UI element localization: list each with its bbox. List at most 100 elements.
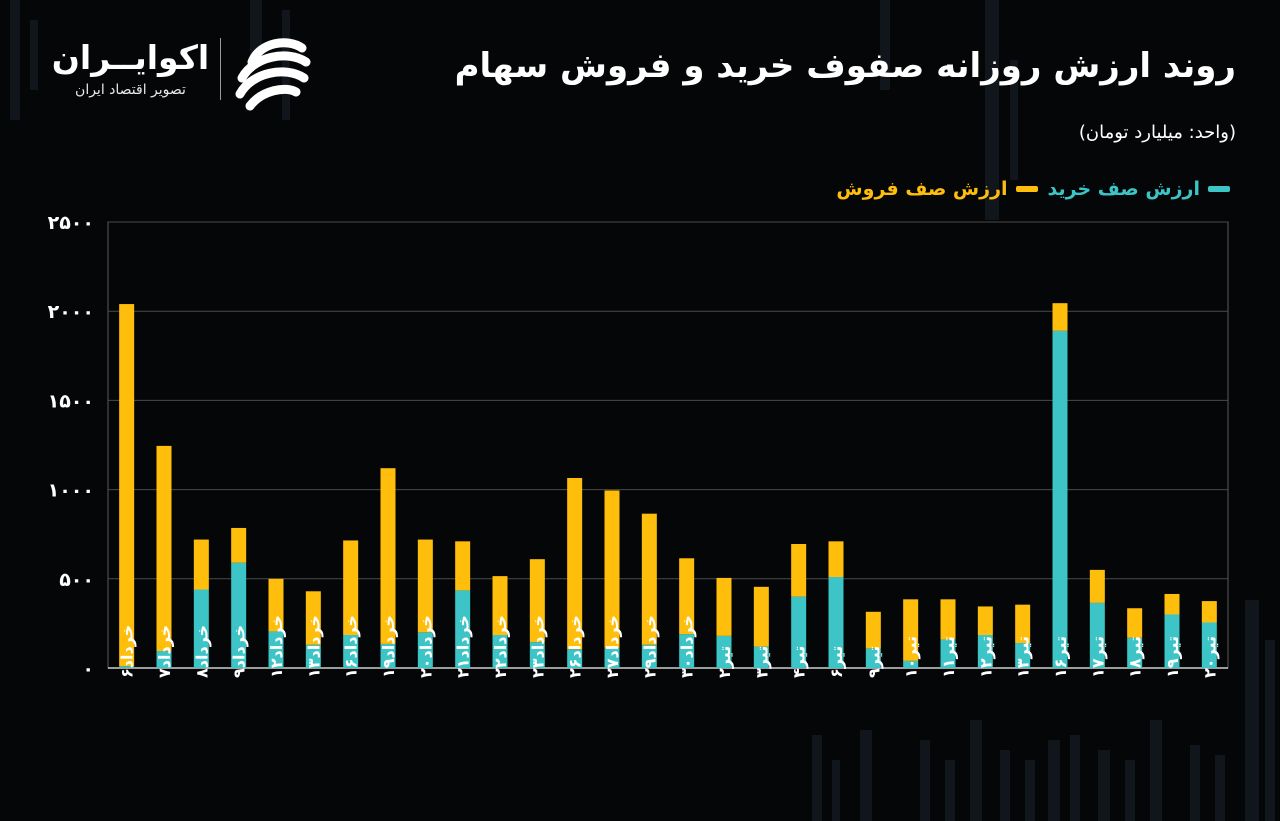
bar-sell [380, 468, 396, 644]
x-tick-label: خرداد۶ [118, 625, 137, 678]
y-tick-label: ۲۰۰۰ [48, 301, 94, 323]
bar-sell [268, 578, 284, 632]
bar-sell [641, 513, 657, 645]
bar-sell [231, 527, 247, 563]
x-tick-label: تیر۱۲ [976, 636, 995, 678]
bar-sell [716, 577, 732, 636]
x-tick-label: تیر۱۱ [939, 636, 958, 678]
x-tick-label: خرداد۱۶ [342, 615, 361, 678]
logo-tagline: تصویر اقتصاد ایران [75, 82, 186, 98]
x-tick-label: تیر۶ [827, 646, 846, 678]
bar-sell [1164, 593, 1180, 615]
bar-buy [380, 643, 396, 668]
bar-sell [1089, 569, 1105, 603]
bar-sell [903, 599, 919, 661]
bar-buy [903, 660, 919, 668]
x-tick-label: خرداد۲۲ [491, 615, 510, 678]
bar-sell [1201, 601, 1217, 623]
bar-sell [529, 559, 545, 643]
bar-sell [305, 591, 321, 645]
x-tick-label: خرداد۲۰ [416, 615, 435, 678]
logo: اکوایــران تصویر اقتصاد ایران [48, 32, 318, 112]
x-tick-label: خرداد۱۲ [267, 615, 286, 678]
bar-sell [343, 540, 359, 635]
bar-sell [940, 599, 956, 640]
unit-label: (واحد: میلیارد تومان) [1078, 122, 1236, 143]
bar-buy [455, 590, 471, 668]
bar-buy [1201, 622, 1217, 668]
bar-buy [343, 634, 359, 668]
ekoiran-logo-mark-icon [235, 38, 311, 111]
bar-buy [828, 577, 844, 668]
x-tick-label: تیر۲۰ [1200, 636, 1219, 678]
legend-label-sell: ارزش صف فروش [836, 178, 1008, 200]
logo-name: اکوایــران [51, 38, 210, 77]
x-tick-label: خرداد۲۳ [528, 615, 547, 678]
y-tick-label: ۱۵۰۰ [48, 390, 94, 412]
y-tick-label: ۱۰۰۰ [48, 480, 94, 502]
bar-sell [417, 539, 433, 633]
x-tick-label: خرداد۷ [155, 625, 174, 678]
bar-sell [753, 586, 769, 647]
bar-buy [791, 596, 807, 668]
bar-buy [1015, 643, 1031, 668]
bar-buy [604, 648, 620, 668]
bar-buy [567, 649, 583, 668]
bar-buy [1089, 602, 1105, 668]
legend-swatch-buy [1208, 186, 1230, 192]
bar-buy [119, 666, 135, 668]
x-tick-label: تیر۱۶ [1051, 636, 1070, 678]
bar-sell [828, 541, 844, 578]
bar-buy [1164, 614, 1180, 668]
bar-buy [940, 639, 956, 668]
bar-buy [193, 589, 209, 668]
x-tick-label: تیر۱۰ [902, 636, 921, 678]
bar-sell [119, 304, 135, 667]
bar-sell [193, 539, 209, 590]
y-tick-label: ۵۰۰ [59, 569, 94, 591]
x-tick-label: تیر۹ [864, 646, 883, 678]
x-tick-label: تیر۳ [752, 646, 771, 678]
bar-sell [1015, 604, 1031, 644]
x-tick-label: خرداد۹ [230, 625, 249, 678]
bar-sell [567, 478, 583, 650]
bar-sell [1127, 608, 1143, 638]
bar-buy [231, 562, 247, 668]
legend-item-buy: ارزش صف خرید [1048, 178, 1230, 200]
chart-title: روند ارزش روزانه صفوف خرید و فروش سهام [454, 46, 1236, 86]
bar-buy [417, 632, 433, 668]
x-tick-label: تیر۴ [790, 646, 809, 678]
bar-buy [156, 651, 172, 668]
x-tick-label: تیر۱۹ [1163, 636, 1182, 678]
bar-buy [1127, 637, 1143, 668]
bar-sell [604, 490, 620, 649]
x-tick-label: خرداد۲۹ [640, 615, 659, 678]
x-tick-label: خرداد۱۹ [379, 615, 398, 678]
bar-buy [977, 634, 993, 668]
logo-separator [220, 38, 221, 100]
x-tick-label: خرداد۲۱ [454, 615, 473, 678]
bar-buy [492, 634, 508, 668]
bar-buy [716, 635, 732, 668]
bar-sell [977, 606, 993, 635]
legend-item-sell: ارزش صف فروش [836, 178, 1038, 200]
x-tick-label: تیر۱۸ [1126, 636, 1145, 678]
x-tick-label: خرداد۸ [192, 625, 211, 678]
legend-label-buy: ارزش صف خرید [1047, 178, 1200, 200]
legend: ارزش صف خرید ارزش صف فروش [836, 178, 1230, 200]
x-tick-label: خرداد۳۰ [678, 615, 697, 678]
bar-buy [268, 631, 284, 668]
bar-sell [865, 611, 881, 649]
bar-buy [529, 642, 545, 668]
x-tick-label: تیر۱۷ [1088, 636, 1107, 678]
x-tick-label: تیر۱۳ [1014, 636, 1033, 678]
legend-swatch-sell [1015, 186, 1038, 192]
bar-buy [865, 648, 881, 668]
bar-sell [1052, 303, 1068, 331]
bar-sell [791, 544, 807, 597]
bar-sell [455, 541, 471, 591]
bar-sell [679, 558, 695, 635]
y-tick-label: ۰ [82, 658, 94, 680]
